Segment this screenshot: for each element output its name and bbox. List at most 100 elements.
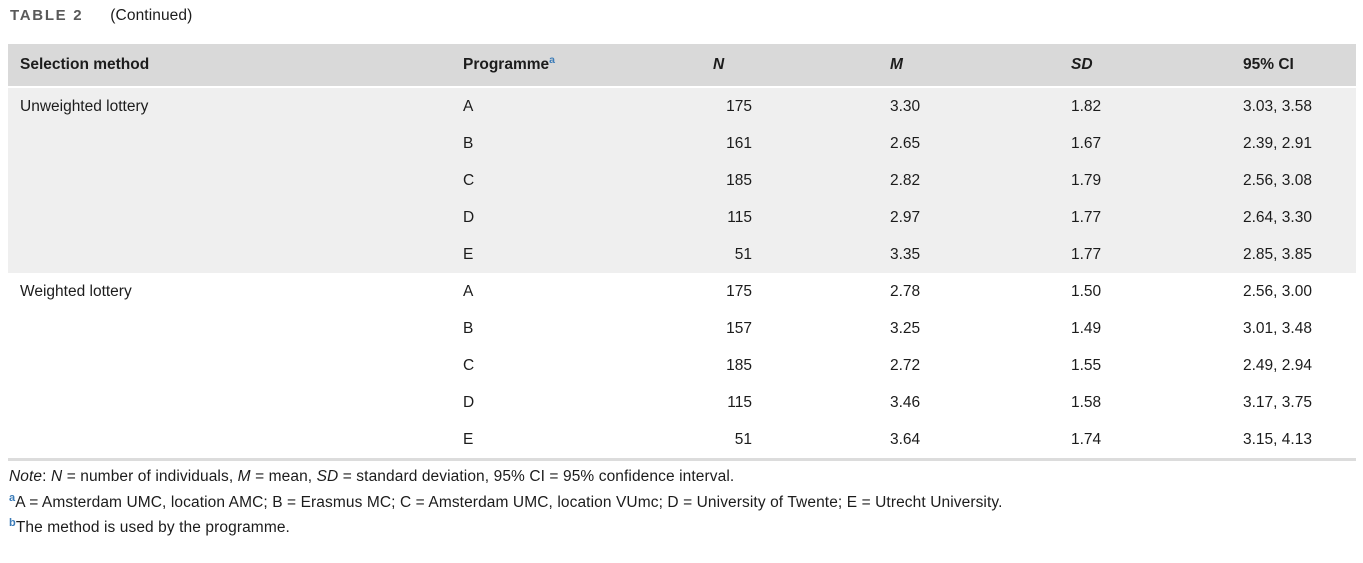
n-symbol: N bbox=[50, 468, 63, 485]
header-sd: SD bbox=[1071, 44, 1243, 87]
ci-cell: 2.49, 2.94 bbox=[1243, 356, 1312, 374]
sd-cell: 1.67 bbox=[1071, 134, 1102, 152]
n-cell: 51 bbox=[734, 245, 752, 263]
table-footnotes: Note: N = number of individuals, M = mea… bbox=[9, 464, 1003, 541]
header-m: M bbox=[890, 44, 1071, 87]
programme-cell: B bbox=[463, 319, 474, 337]
footnote-note: Note: N = number of individuals, M = mea… bbox=[9, 464, 1003, 490]
footnote-a-text: A = Amsterdam UMC, location AMC; B = Era… bbox=[15, 493, 1003, 511]
note-text: : bbox=[42, 468, 51, 485]
method-cell: Unweighted lottery bbox=[20, 97, 149, 115]
method-cell bbox=[8, 310, 463, 347]
programme-cell: E bbox=[463, 245, 474, 263]
m-cell: 2.65 bbox=[890, 134, 921, 152]
m-cell: 3.46 bbox=[890, 393, 921, 411]
table-row: Weighted lottery A 175 2.78 1.50 2.56, 3… bbox=[8, 273, 1356, 310]
n-cell: 185 bbox=[726, 171, 752, 189]
programme-cell: E bbox=[463, 430, 474, 448]
method-cell bbox=[8, 384, 463, 421]
note-text: = standard deviation, 95% CI = 95% confi… bbox=[338, 468, 735, 485]
ci-cell: 3.15, 4.13 bbox=[1243, 430, 1312, 448]
header-ci: 95% CI bbox=[1243, 44, 1356, 87]
header-row: Selection method Programmea N M SD 95% C… bbox=[8, 44, 1356, 87]
table-header: Selection method Programmea N M SD 95% C… bbox=[8, 44, 1356, 87]
ci-cell: 3.01, 3.48 bbox=[1243, 319, 1312, 337]
n-cell: 161 bbox=[726, 134, 752, 152]
table-continued-label: (Continued) bbox=[110, 7, 193, 24]
sd-cell: 1.58 bbox=[1071, 393, 1102, 411]
ci-cell: 2.56, 3.08 bbox=[1243, 171, 1312, 189]
sd-symbol: SD bbox=[316, 468, 339, 485]
table-title: TABLE 2 (Continued) bbox=[10, 7, 192, 25]
ci-cell: 2.85, 3.85 bbox=[1243, 245, 1312, 263]
table-row: Unweighted lottery A 175 3.30 1.82 3.03,… bbox=[8, 87, 1356, 125]
table-row: C 185 2.72 1.55 2.49, 2.94 bbox=[8, 347, 1356, 384]
footnote-b: bThe method is used by the programme. bbox=[9, 515, 1003, 541]
sd-cell: 1.55 bbox=[1071, 356, 1102, 374]
sd-cell: 1.82 bbox=[1071, 97, 1102, 115]
programme-cell: D bbox=[463, 208, 475, 226]
n-cell: 175 bbox=[726, 282, 752, 300]
ci-cell: 2.39, 2.91 bbox=[1243, 134, 1312, 152]
n-cell: 115 bbox=[727, 393, 752, 411]
programme-cell: B bbox=[463, 134, 474, 152]
footnote-b-text: The method is used by the programme. bbox=[15, 519, 290, 536]
footnote-marker-a: a bbox=[9, 491, 16, 504]
ci-cell: 3.03, 3.58 bbox=[1243, 97, 1312, 115]
m-cell: 3.25 bbox=[890, 319, 921, 337]
footnote-marker-a: a bbox=[549, 53, 555, 66]
m-symbol: M bbox=[237, 468, 251, 485]
ci-cell: 2.64, 3.30 bbox=[1243, 208, 1312, 226]
method-cell bbox=[8, 162, 463, 199]
n-cell: 51 bbox=[734, 430, 752, 448]
n-cell: 157 bbox=[726, 319, 752, 337]
sd-cell: 1.74 bbox=[1071, 430, 1102, 448]
table-number-label: TABLE 2 bbox=[10, 7, 84, 24]
programme-cell: C bbox=[463, 171, 475, 189]
method-cell bbox=[8, 199, 463, 236]
header-selection-method: Selection method bbox=[8, 44, 463, 87]
method-cell bbox=[8, 421, 463, 460]
results-table: Selection method Programmea N M SD 95% C… bbox=[8, 44, 1356, 461]
method-cell: Weighted lottery bbox=[20, 282, 132, 300]
m-cell: 2.78 bbox=[890, 282, 921, 300]
m-cell: 2.72 bbox=[890, 356, 921, 374]
ci-cell: 3.17, 3.75 bbox=[1243, 393, 1312, 411]
header-programme-label: Programme bbox=[463, 56, 550, 73]
method-cell bbox=[8, 347, 463, 384]
table-row: B 161 2.65 1.67 2.39, 2.91 bbox=[8, 125, 1356, 162]
note-label: Note bbox=[9, 468, 43, 485]
table-row: E 51 3.35 1.77 2.85, 3.85 bbox=[8, 236, 1356, 273]
sd-cell: 1.79 bbox=[1071, 171, 1102, 189]
sd-cell: 1.77 bbox=[1071, 208, 1102, 226]
table-row: E 51 3.64 1.74 3.15, 4.13 bbox=[8, 421, 1356, 460]
group-weighted-lottery: Weighted lottery A 175 2.78 1.50 2.56, 3… bbox=[8, 273, 1356, 460]
method-cell bbox=[8, 125, 463, 162]
sd-cell: 1.49 bbox=[1071, 319, 1102, 337]
header-n: N bbox=[713, 44, 890, 87]
footnote-a: aA = Amsterdam UMC, location AMC; B = Er… bbox=[9, 490, 1003, 516]
table-row: D 115 2.97 1.77 2.64, 3.30 bbox=[8, 199, 1356, 236]
programme-cell: C bbox=[463, 356, 475, 374]
m-cell: 2.97 bbox=[890, 208, 921, 226]
table-row: B 157 3.25 1.49 3.01, 3.48 bbox=[8, 310, 1356, 347]
n-cell: 175 bbox=[726, 97, 752, 115]
group-unweighted-lottery: Unweighted lottery A 175 3.30 1.82 3.03,… bbox=[8, 87, 1356, 273]
programme-cell: D bbox=[463, 393, 475, 411]
method-cell bbox=[8, 236, 463, 273]
m-cell: 3.35 bbox=[890, 245, 921, 263]
programme-cell: A bbox=[463, 97, 474, 115]
m-cell: 3.30 bbox=[890, 97, 921, 115]
n-cell: 115 bbox=[727, 208, 752, 226]
note-text: = number of individuals, bbox=[62, 468, 238, 485]
n-cell: 185 bbox=[726, 356, 752, 374]
footnote-marker-b: b bbox=[9, 516, 16, 529]
sd-cell: 1.77 bbox=[1071, 245, 1102, 263]
ci-cell: 2.56, 3.00 bbox=[1243, 282, 1312, 300]
table-row: C 185 2.82 1.79 2.56, 3.08 bbox=[8, 162, 1356, 199]
m-cell: 2.82 bbox=[890, 171, 921, 189]
table-row: D 115 3.46 1.58 3.17, 3.75 bbox=[8, 384, 1356, 421]
programme-cell: A bbox=[463, 282, 474, 300]
sd-cell: 1.50 bbox=[1071, 282, 1102, 300]
